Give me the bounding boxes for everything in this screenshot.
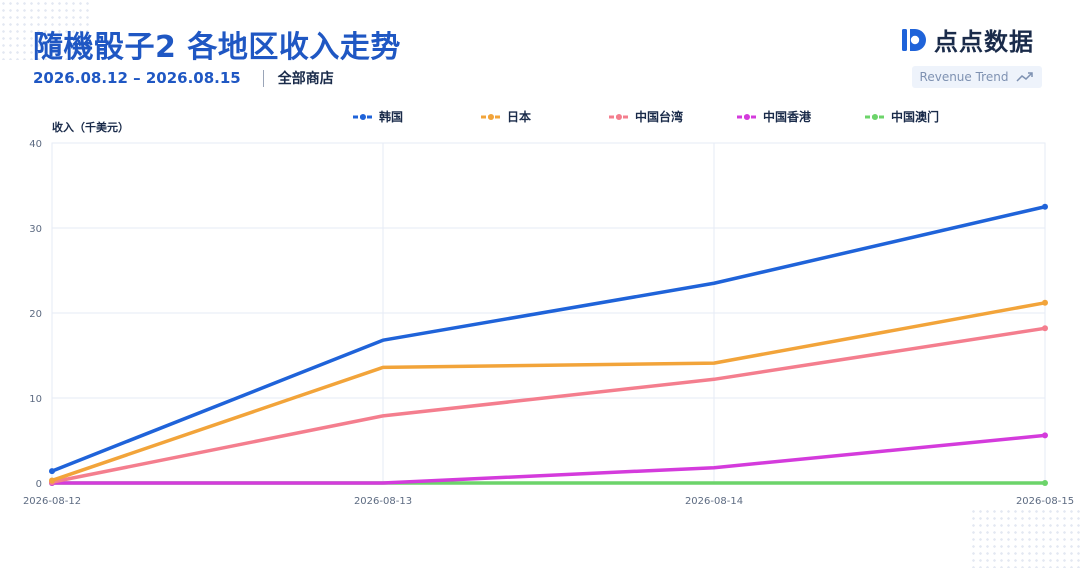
revenue-trend-badge: Revenue Trend [912, 66, 1042, 88]
legend-item[interactable]: 中国澳门 [864, 108, 939, 125]
subtitle-row: 2026.08.12 – 2026.08.15 全部商店 [33, 68, 334, 88]
data-point [1042, 299, 1048, 306]
legend-label: 日本 [507, 110, 532, 124]
series-line [50, 205, 1047, 473]
y-tick-label: 30 [29, 224, 42, 235]
x-tick-label: 2026-08-12 [23, 496, 81, 507]
divider [262, 69, 264, 87]
brand-logo: 点点数据 [900, 22, 1034, 57]
legend-label: 中国台湾 [635, 110, 684, 124]
x-tick-label: 2026-08-14 [685, 496, 743, 507]
legend-label: 韩国 [379, 110, 404, 124]
date-range: 2026.08.12 – 2026.08.15 [33, 69, 241, 87]
legend-item[interactable]: 日本 [480, 108, 531, 125]
series-line [50, 301, 1047, 483]
x-tick-label: 2026-08-15 [1016, 496, 1074, 507]
series-line [50, 326, 1047, 484]
x-tick-label: 2026-08-13 [354, 496, 412, 507]
store-filter: 全部商店 [277, 71, 334, 87]
data-point [1042, 480, 1048, 486]
data-point [49, 468, 55, 475]
legend-item[interactable]: 中国台湾 [608, 108, 683, 125]
y-tick-label: 40 [29, 139, 42, 150]
data-point [1042, 325, 1048, 332]
data-point [1042, 432, 1048, 439]
trend-up-icon [1016, 72, 1034, 82]
chart-legend: 韩国 日本 中国台湾 中国香港 中国澳门 [0, 108, 1080, 126]
y-tick-label: 0 [36, 479, 42, 490]
decorative-dots [0, 0, 90, 60]
legend-line-icon [353, 113, 373, 120]
legend-item[interactable]: 韩国 [352, 108, 403, 125]
badge-label: Revenue Trend [919, 70, 1009, 84]
legend-line-icon [865, 113, 885, 120]
legend-line-icon [481, 113, 501, 120]
data-point [1042, 203, 1048, 210]
decorative-dots [970, 508, 1080, 568]
legend-label: 中国香港 [763, 110, 812, 124]
logo-icon [902, 28, 926, 51]
legend-line-icon [609, 113, 629, 120]
y-tick-label: 10 [29, 394, 42, 405]
series-line [50, 433, 1047, 485]
page-title: 隨機骰子2 各地区收入走势 [33, 30, 401, 65]
y-axis-label: 收入（千美元） [52, 120, 129, 134]
legend-label: 中国澳门 [891, 110, 940, 124]
data-point [49, 477, 55, 484]
y-tick-label: 20 [29, 309, 42, 320]
legend-item[interactable]: 中国香港 [736, 108, 811, 125]
logo-text: 点点数据 [934, 28, 1034, 56]
legend-line-icon [737, 113, 757, 120]
